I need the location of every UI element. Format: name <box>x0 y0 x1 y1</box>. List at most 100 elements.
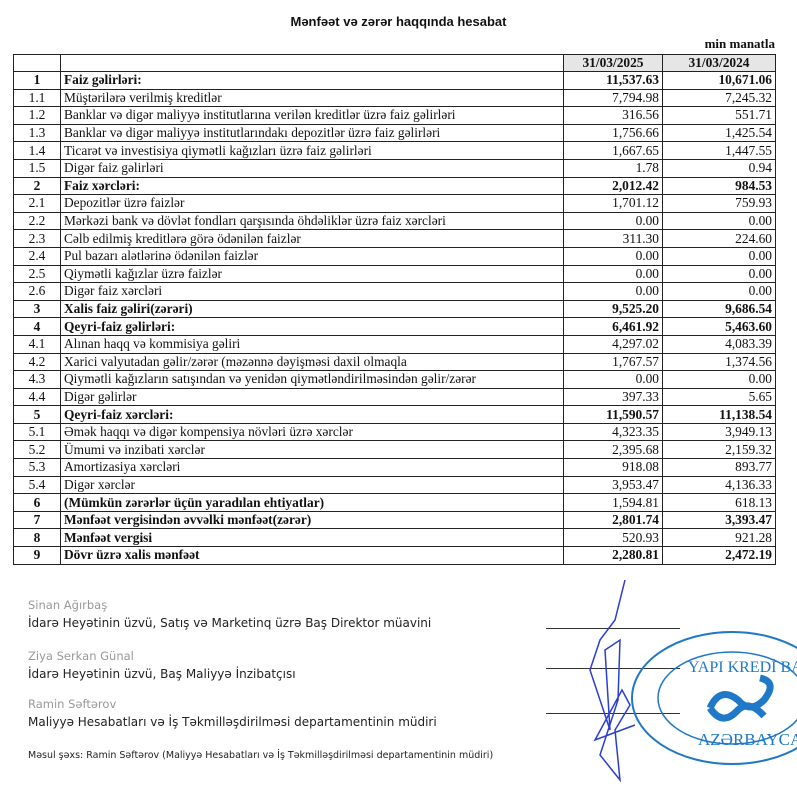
table-row: 1.2 Banklar və digər maliyyə institutları… <box>13 106 776 125</box>
value-2024: 551.71 <box>662 106 776 125</box>
row-number: 2.4 <box>13 246 61 266</box>
report-title: Mənfəət və zərər haqqında hesabat <box>290 14 507 29</box>
row-number: 4 <box>13 317 61 336</box>
value-2025: 918.08 <box>563 458 663 477</box>
value-2025: 6,461.92 <box>563 317 663 336</box>
row-label: Mənfəət vergisindən əvvəlki mənfəət(zərə… <box>60 510 564 530</box>
row-label: Dövr üzrə xalis mənfəət <box>60 546 564 565</box>
table-row: 2.3 Cəlb edilmiş kreditlərə görə ödənilən… <box>13 229 776 248</box>
value-2024: 9,686.54 <box>662 299 776 319</box>
row-number: 8 <box>13 528 61 548</box>
table-row: 5.4 Digər xərclər 3,953.47 4,136.33 <box>13 475 776 495</box>
value-2024: 921.28 <box>662 528 776 548</box>
row-label: Depozitlər üzrə faizlər <box>60 194 564 213</box>
value-2024: 5,463.60 <box>662 317 776 336</box>
signatory-role: İdarə Heyətinin üzvü, Baş Maliyyə İnziba… <box>28 667 296 681</box>
header-blank <box>60 54 564 72</box>
row-number: 5.1 <box>13 422 61 442</box>
row-number: 5 <box>13 405 61 424</box>
table-row: 5.2 Ümumi və inzibati xərclər 2,395.68 2,15… <box>13 440 776 460</box>
value-2024: 893.77 <box>662 458 776 477</box>
table-row: 1.4 Ticarət və investisiya qiymətli kağız… <box>13 141 776 160</box>
table-row: 5 Qeyri-faiz xərcləri: 11,590.57 11,138.54 <box>13 405 776 424</box>
row-label: Digər faiz xərcləri <box>60 282 564 301</box>
row-label: Müştərilərə verilmiş kreditlər <box>60 88 564 108</box>
table-row: 2 Faiz xərcləri: 2,012.42 984.53 <box>13 176 776 196</box>
signature-line <box>546 668 680 669</box>
value-2025: 9,525.20 <box>563 299 663 319</box>
table-row: 9 Dövr üzrə xalis mənfəət 2,280.81 2,472.19 <box>13 546 776 565</box>
value-2025: 0.00 <box>563 282 663 301</box>
row-number: 6 <box>13 493 61 512</box>
signatory-role: İdarə Heyətinin üzvü, Satış və Marketinq… <box>28 616 432 630</box>
row-label: Faiz gəlirləri: <box>60 71 564 90</box>
value-2025: 1,701.12 <box>563 194 663 213</box>
table-row: 4 Qeyri-faiz gəlirləri: 6,461.92 5,463.60 <box>13 317 776 336</box>
value-2025: 7,794.98 <box>563 88 663 108</box>
value-2025: 311.30 <box>563 229 663 248</box>
value-2024: 1,425.54 <box>662 123 776 143</box>
table-row: 4.3 Qiymətli kağızların satışından və yen… <box>13 370 776 389</box>
stamp-top-text: YAPI KREDİ BA <box>688 658 797 676</box>
table-row: 2.4 Pul bazarı alətlərinə ödənilən faizlə… <box>13 246 776 266</box>
value-2025: 1,594.81 <box>563 493 663 512</box>
value-2025: 11,537.63 <box>563 71 663 90</box>
value-2024: 1,447.55 <box>662 141 776 160</box>
value-2024: 10,671.06 <box>662 71 776 90</box>
value-2025: 2,012.42 <box>563 176 663 196</box>
value-2024: 0.00 <box>662 370 776 389</box>
value-2024: 5.65 <box>662 387 776 407</box>
row-label: Banklar və digər maliyyə institutlarına … <box>60 106 564 125</box>
table-row: 8 Mənfəət vergisi 520.93 921.28 <box>13 528 776 548</box>
value-2025: 0.00 <box>563 370 663 389</box>
column-header: 31/03/2025 <box>563 54 663 72</box>
row-label: (Mümkün zərərlər üçün yaradılan ehtiyatl… <box>60 493 564 512</box>
table-row: 4.2 Xarici valyutadan gəlir/zərər (məzənn… <box>13 352 776 372</box>
row-number: 2.5 <box>13 264 61 284</box>
value-2025: 0.00 <box>563 264 663 284</box>
responsible-person: Məsul şəxs: Ramin Səftərov (Maliyyə Hesa… <box>28 750 494 761</box>
value-2024: 3,393.47 <box>662 510 776 530</box>
value-2025: 0.00 <box>563 211 663 231</box>
value-2024: 0.00 <box>662 211 776 231</box>
row-label: Qeyri-faiz xərcləri: <box>60 405 564 424</box>
row-label: Digər xərclər <box>60 475 564 495</box>
row-number: 2.3 <box>13 229 61 248</box>
table-header: 31/03/2025 31/03/2024 <box>13 54 776 72</box>
value-2024: 0.00 <box>662 246 776 266</box>
row-number: 4.2 <box>13 352 61 372</box>
table-row: 2.6 Digər faiz xərcləri 0.00 0.00 <box>13 282 776 301</box>
company-stamp-icon: YAPI KREDİ BA AZƏRBAYCAN <box>589 580 797 783</box>
value-2024: 759.93 <box>662 194 776 213</box>
row-label: Digər faiz gəlirləri <box>60 158 564 178</box>
row-number: 2.6 <box>13 282 61 301</box>
row-number: 4.4 <box>13 387 61 407</box>
table-row: 6 (Mümkün zərərlər üçün yaradılan ehtiyat… <box>13 493 776 512</box>
signatory-role: Maliyyə Hesabatları və İş Təkmilləşdiril… <box>28 715 437 729</box>
value-2024: 4,083.39 <box>662 334 776 354</box>
row-number: 5.2 <box>13 440 61 460</box>
value-2025: 1,756.66 <box>563 123 663 143</box>
value-2024: 224.60 <box>662 229 776 248</box>
value-2024: 2,159.32 <box>662 440 776 460</box>
row-number: 1.4 <box>13 141 61 160</box>
row-label: Əmək haqqı və digər kompensiya növləri ü… <box>60 422 564 442</box>
row-number: 1.1 <box>13 88 61 108</box>
signature-line <box>546 628 680 629</box>
table-row: 3 Xalis faiz gəliri(zərəri) 9,525.20 9,686.… <box>13 299 776 319</box>
stamp-inner-ellipse <box>657 651 797 745</box>
value-2025: 3,953.47 <box>563 475 663 495</box>
row-label: Mənfəət vergisi <box>60 528 564 548</box>
value-2025: 2,280.81 <box>563 546 663 565</box>
value-2025: 11,590.57 <box>563 405 663 424</box>
row-label: Xalis faiz gəliri(zərəri) <box>60 299 564 319</box>
row-label: Amortizasiya xərcləri <box>60 458 564 477</box>
value-2025: 1,767.57 <box>563 352 663 372</box>
value-2025: 4,297.02 <box>563 334 663 354</box>
row-label: Faiz xərcləri: <box>60 176 564 196</box>
value-2025: 1.78 <box>563 158 663 178</box>
table-row: 1.5 Digər faiz gəlirləri 1.78 0.94 <box>13 158 776 178</box>
table-row: 1.3 Banklar və digər maliyyə institutları… <box>13 123 776 143</box>
value-2025: 1,667.65 <box>563 141 663 160</box>
value-2024: 1,374.56 <box>662 352 776 372</box>
